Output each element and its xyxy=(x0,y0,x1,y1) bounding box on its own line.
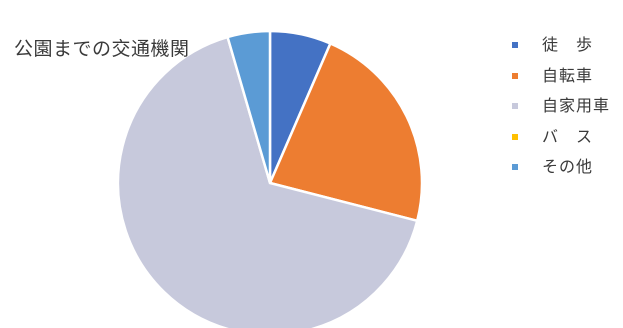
legend-item-2: 自転車 xyxy=(510,61,620,92)
pie-slice-2 xyxy=(268,42,424,223)
legend-swatch xyxy=(512,103,518,109)
legend-item-1: 徒 歩 xyxy=(510,30,620,61)
legend-swatch xyxy=(512,42,518,48)
legend-label: 自転車 xyxy=(542,65,594,85)
pie-slice-3 xyxy=(116,35,419,328)
pie-slice-5 xyxy=(226,29,272,185)
chart-title: 公園までの交通機関 xyxy=(14,38,190,60)
legend: 徒 歩自転車自家用車バ スその他 xyxy=(510,30,620,183)
legend-label: 自家用車 xyxy=(542,96,611,115)
legend-label: その他 xyxy=(542,157,594,176)
legend-swatch xyxy=(512,72,518,79)
legend-item-3: 自家用車 xyxy=(510,91,620,122)
legend-item-4: バ ス xyxy=(510,122,620,153)
legend-label: 徒 歩 xyxy=(542,35,594,54)
legend-label: バ ス xyxy=(542,126,594,146)
legend-swatch xyxy=(512,133,518,140)
legend-item-5: その他 xyxy=(510,152,620,183)
legend-swatch xyxy=(512,164,518,170)
